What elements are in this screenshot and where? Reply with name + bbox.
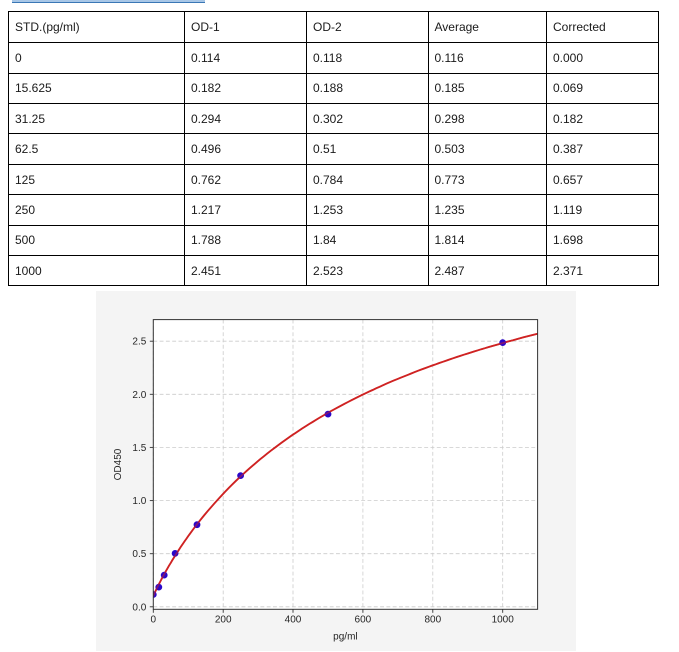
svg-text:0.5: 0.5	[132, 549, 146, 560]
svg-text:2.5: 2.5	[132, 337, 146, 348]
svg-text:OD450: OD450	[113, 448, 124, 480]
svg-text:0.0: 0.0	[132, 602, 146, 613]
svg-text:pg/ml: pg/ml	[333, 632, 357, 643]
svg-text:600: 600	[355, 615, 372, 626]
svg-text:400: 400	[285, 615, 302, 626]
svg-text:0: 0	[151, 615, 157, 626]
svg-text:200: 200	[215, 615, 232, 626]
svg-text:800: 800	[424, 615, 441, 626]
svg-text:1.5: 1.5	[132, 443, 146, 454]
svg-text:2.0: 2.0	[132, 390, 146, 401]
svg-text:1.0: 1.0	[132, 496, 146, 507]
svg-text:1000: 1000	[492, 615, 515, 626]
